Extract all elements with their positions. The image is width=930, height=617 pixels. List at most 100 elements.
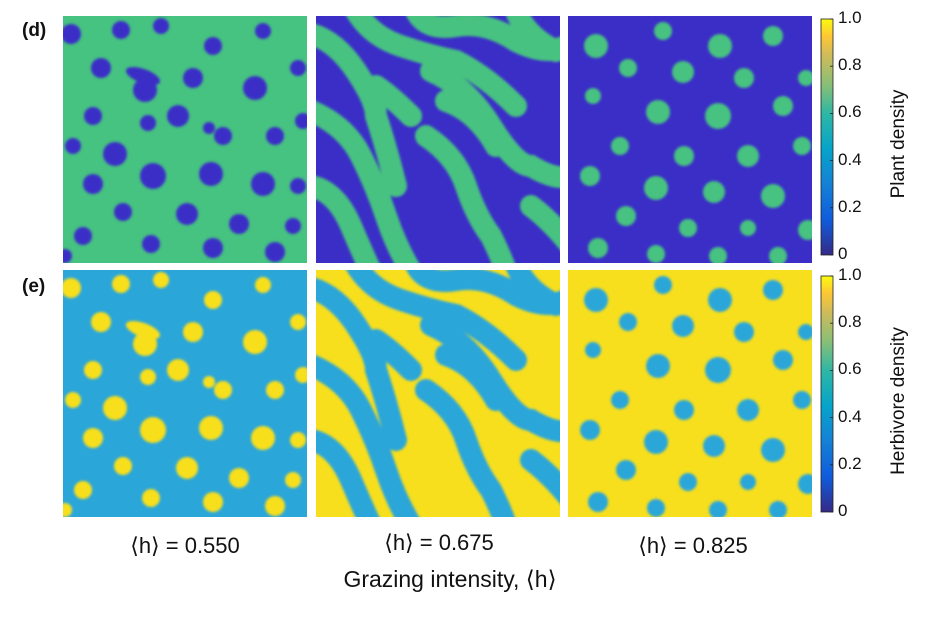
pattern-spot	[654, 276, 672, 294]
pattern-spot	[229, 468, 249, 488]
pattern-spot	[65, 138, 81, 154]
pattern-spot	[290, 314, 306, 330]
colorbar-tick-label: 0	[838, 501, 848, 520]
pattern-spot	[290, 60, 306, 76]
pattern-spot	[183, 322, 203, 342]
pattern-spot	[63, 24, 81, 44]
pattern-spot	[167, 105, 189, 127]
pattern-spot	[708, 34, 732, 58]
pattern-spot	[112, 275, 130, 293]
pattern-spot	[140, 163, 166, 189]
pattern-stripe	[415, 125, 515, 263]
pattern-spot	[585, 88, 601, 104]
pattern-stripe	[435, 344, 507, 411]
pattern-stripe	[316, 278, 407, 451]
pattern-stripe	[365, 75, 422, 127]
pattern-spot	[740, 220, 756, 236]
pattern-spot	[176, 457, 198, 479]
pattern-spot	[140, 417, 166, 443]
column-label-2: ⟨h⟩ = 0.675	[384, 530, 494, 555]
pattern-spot	[295, 113, 307, 129]
pattern-spot	[761, 184, 785, 208]
pattern-stripe	[435, 90, 507, 157]
pattern-spot	[203, 238, 223, 258]
panel-r2-c3	[568, 270, 812, 517]
pattern-stripe	[520, 195, 560, 250]
pattern-spot	[763, 280, 783, 300]
pattern-spot	[83, 174, 103, 194]
heatmap-row-1	[63, 16, 812, 263]
pattern-spot	[798, 474, 812, 494]
pattern-spot	[588, 492, 608, 512]
panel-r1-c1	[63, 16, 307, 263]
colorbar-tick-label: 0.4	[838, 406, 862, 426]
pattern-spot	[616, 460, 636, 480]
pattern-spot	[761, 438, 785, 462]
pattern-stripe	[316, 355, 420, 517]
pattern-spot	[793, 391, 811, 409]
pattern-spot	[84, 107, 102, 125]
heatmap-row-2	[63, 270, 812, 517]
pattern-spot	[63, 503, 72, 517]
pattern-spot	[125, 320, 161, 340]
column-label-3: ⟨h⟩ = 0.825	[638, 533, 748, 558]
pattern-spot	[65, 392, 81, 408]
pattern-spot	[580, 166, 600, 186]
pattern-spot	[84, 361, 102, 379]
pattern-spot	[647, 499, 665, 517]
pattern-spot	[176, 203, 198, 225]
pattern-stripe	[316, 101, 420, 263]
pattern-spot	[199, 162, 223, 186]
pattern-spot	[611, 391, 629, 409]
pattern-spot	[295, 367, 307, 383]
pattern-spot	[734, 322, 754, 342]
pattern-spot	[140, 115, 156, 131]
pattern-spot	[255, 23, 271, 39]
pattern-spot	[737, 399, 759, 421]
pattern-spot	[798, 70, 812, 86]
pattern-spot	[112, 21, 130, 39]
pattern-stripe	[365, 329, 422, 381]
pattern-spot	[63, 249, 72, 263]
pattern-spot	[737, 145, 759, 167]
panel-r1-c2	[316, 16, 560, 263]
pattern-stripe	[415, 379, 515, 517]
panel-r1-c3	[568, 16, 812, 263]
pattern-spot	[798, 220, 812, 240]
pattern-spot	[769, 501, 787, 517]
colorbar-tick-label: 0.2	[838, 196, 862, 216]
pattern-stripe	[316, 175, 380, 263]
pattern-spot	[199, 416, 223, 440]
pattern-stripe	[520, 449, 560, 504]
pattern-stripe	[316, 24, 407, 197]
colorbar-tick-label: 0.8	[838, 55, 862, 75]
pattern-spot	[611, 137, 629, 155]
pattern-spot	[709, 247, 727, 263]
pattern-spot	[285, 472, 301, 488]
pattern-spot	[142, 235, 160, 253]
pattern-spot	[153, 18, 169, 34]
colorbar-tick-label: 0.4	[838, 149, 862, 169]
pattern-spot	[91, 312, 111, 332]
pattern-stripe	[506, 270, 560, 316]
pattern-spot	[674, 400, 694, 420]
pattern-spot	[251, 426, 275, 450]
pattern-spot	[103, 142, 127, 166]
panel-r2-c1	[63, 270, 307, 517]
colorbar-tick-label: 0.6	[838, 102, 862, 122]
colorbar-tick-label: 0.6	[838, 359, 862, 379]
pattern-spot	[167, 359, 189, 381]
pattern-spot	[769, 247, 787, 263]
pattern-spot	[654, 22, 672, 40]
colorbar-plant	[820, 18, 834, 256]
colorbar-title-herbivore: Herbivore density	[888, 327, 909, 475]
colorbar-tick-label: 0.2	[838, 453, 862, 473]
pattern-spot	[679, 219, 697, 237]
panel-r2-c2	[316, 270, 560, 517]
pattern-spot	[153, 272, 169, 288]
pattern-spot	[83, 428, 103, 448]
pattern-spot	[763, 26, 783, 46]
colorbar-tick-label: 0.8	[838, 312, 862, 332]
pattern-spot	[203, 492, 223, 512]
